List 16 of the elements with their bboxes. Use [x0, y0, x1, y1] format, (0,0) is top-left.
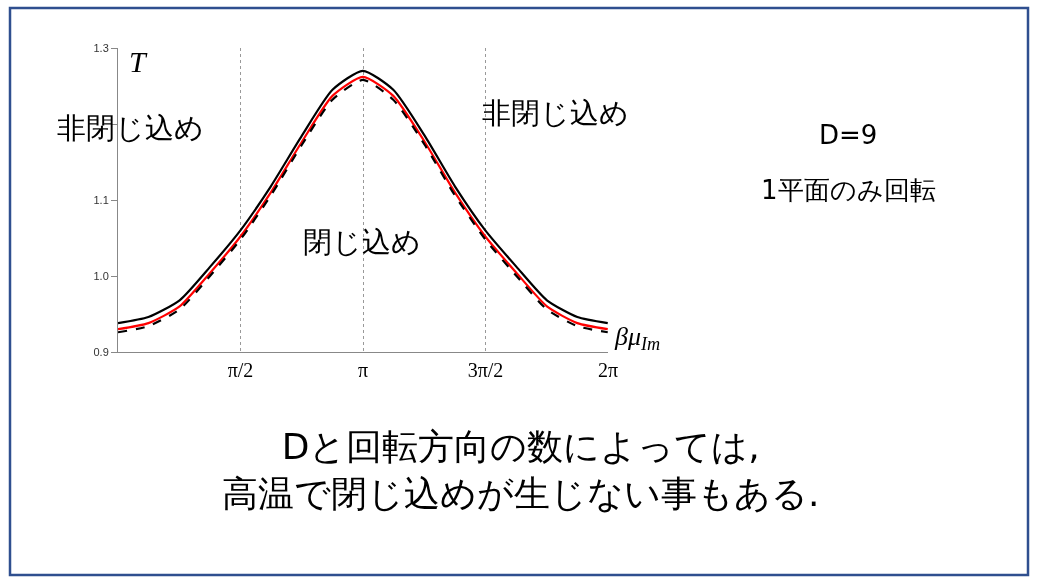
x-axis-title: βμ$_{Im}$ [614, 322, 661, 355]
y-tick-label: 1.3 [93, 41, 109, 54]
text: D=9 [819, 120, 878, 150]
x-tick-label: π [357, 359, 369, 381]
y-tick-label: 0.9 [93, 345, 109, 358]
x-tick-label: π/2 [227, 359, 254, 381]
text: 1平面のみ回転 [761, 175, 936, 205]
x-tick-label: 2π [597, 359, 619, 381]
annotation: 閉じ込め [303, 225, 421, 259]
x-tick-label: 3π/2 [467, 359, 504, 381]
annotation: 非閉じ込め [482, 96, 629, 130]
y-axis-title: T [129, 45, 148, 78]
y-tick-label: 1.1 [93, 193, 109, 206]
y-tick-label: 1.0 [93, 269, 109, 282]
annotation: 非閉じ込め [57, 111, 204, 145]
text: Dと回転方向の数によっては, 高温で閉じ込めが生じない事もある. [222, 426, 820, 514]
